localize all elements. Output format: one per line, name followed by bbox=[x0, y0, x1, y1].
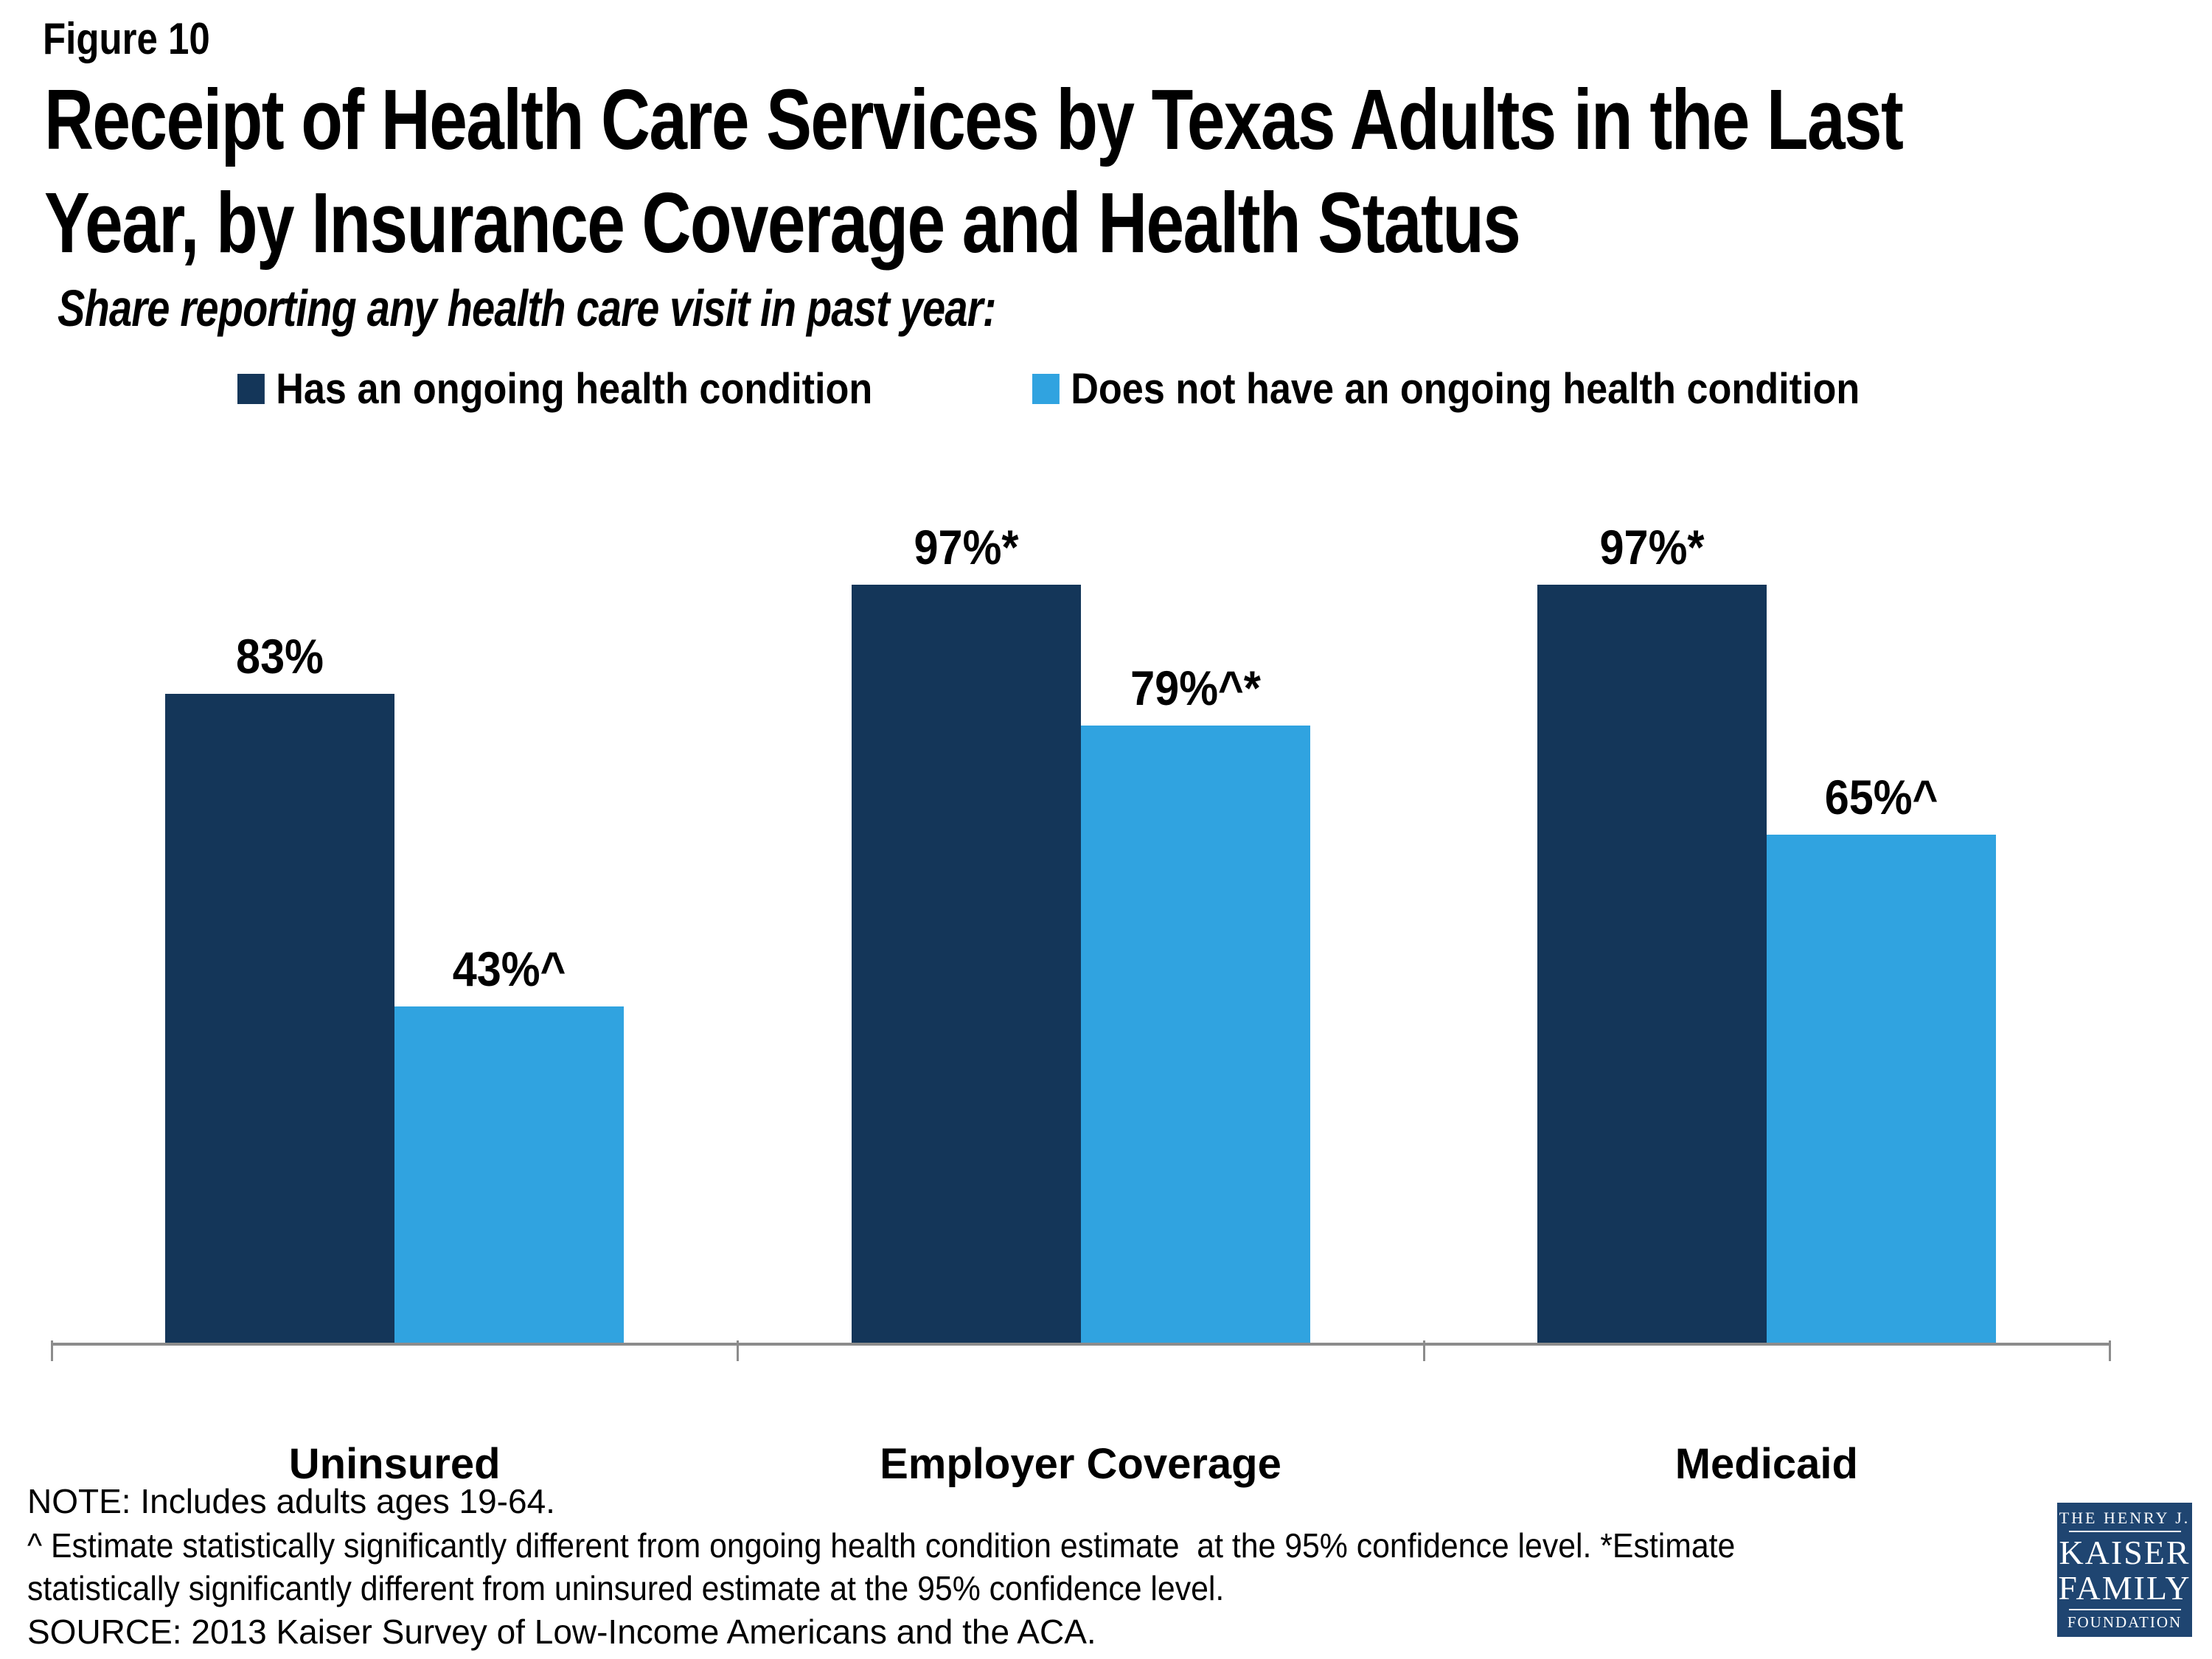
footnote-line-1: ^ Estimate statistically significantly d… bbox=[27, 1526, 1736, 1565]
legend-label-no-condition: Does not have an ongoing health conditio… bbox=[1071, 365, 1860, 413]
source-text: SOURCE: 2013 Kaiser Survey of Low-Income… bbox=[27, 1613, 1096, 1651]
category-label-medicaid: Medicaid bbox=[1674, 1440, 1858, 1488]
bar-value-employer-coverage-no-condition: 79%^* bbox=[1130, 661, 1261, 715]
note-text: NOTE: Includes adults ages 19-64. bbox=[27, 1482, 555, 1520]
bar-uninsured-no-condition bbox=[394, 1006, 625, 1343]
kff-logo-line-3: FAMILY bbox=[2058, 1568, 2191, 1607]
category-label-uninsured: Uninsured bbox=[288, 1440, 501, 1488]
chart-subtitle: Share reporting any health care visit in… bbox=[58, 279, 996, 337]
kff-logo-line-2: KAISER bbox=[2059, 1533, 2191, 1571]
x-axis-tick bbox=[737, 1340, 740, 1361]
bar-employer-coverage-no-condition bbox=[1080, 726, 1310, 1343]
title-line-2: Year, by Insurance Coverage and Health S… bbox=[44, 175, 1521, 271]
bar-value-medicaid-no-condition: 65%^ bbox=[1824, 770, 1938, 824]
bar-value-employer-coverage-ongoing: 97%* bbox=[913, 520, 1019, 574]
bar-medicaid-ongoing bbox=[1537, 585, 1767, 1343]
legend-item-no-condition: Does not have an ongoing health conditio… bbox=[1032, 364, 1860, 414]
title-line-1: Receipt of Health Care Services by Texas… bbox=[44, 72, 1904, 167]
kff-logo-line-4: FOUNDATION bbox=[2067, 1613, 2183, 1631]
legend-swatch-ongoing-icon bbox=[237, 374, 265, 404]
bar-uninsured-ongoing bbox=[165, 694, 395, 1343]
bar-employer-coverage-ongoing bbox=[851, 585, 1081, 1343]
kff-logo-line-1: THE HENRY J. bbox=[2059, 1508, 2191, 1527]
x-axis-tick bbox=[51, 1340, 53, 1361]
legend-item-ongoing: Has an ongoing health condition bbox=[237, 364, 872, 414]
x-axis-line bbox=[52, 1343, 2110, 1346]
bar-value-medicaid-ongoing: 97%* bbox=[1599, 520, 1705, 574]
kff-logo-rule-bottom bbox=[2068, 1608, 2181, 1610]
bar-value-uninsured-ongoing: 83% bbox=[236, 629, 324, 684]
kff-logo-rule-top bbox=[2068, 1530, 2181, 1532]
legend-label-ongoing: Has an ongoing health condition bbox=[276, 365, 873, 413]
bar-medicaid-no-condition bbox=[1766, 835, 1996, 1343]
kff-logo: THE HENRY J. KAISER FAMILY FOUNDATION bbox=[2057, 1503, 2192, 1637]
x-axis-tick bbox=[1422, 1340, 1425, 1361]
figure-label: Figure 10 bbox=[43, 14, 210, 63]
page-title: Receipt of Health Care Services by Texas… bbox=[44, 68, 1904, 274]
legend-swatch-no-condition-icon bbox=[1032, 374, 1060, 404]
category-label-employer-coverage: Employer Coverage bbox=[880, 1440, 1281, 1488]
x-axis-tick bbox=[2109, 1340, 2111, 1361]
footnote-line-2: statistically significantly different fr… bbox=[27, 1569, 1225, 1607]
bar-value-uninsured-no-condition: 43%^ bbox=[452, 942, 566, 996]
